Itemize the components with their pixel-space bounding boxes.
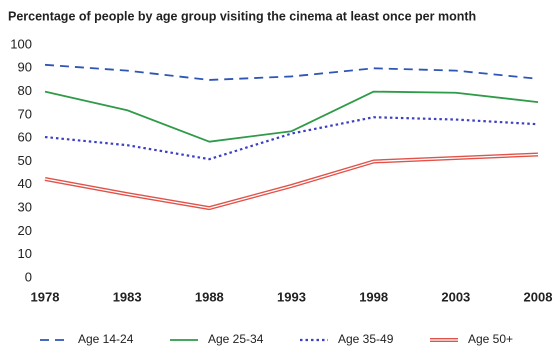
series-line [44, 116, 539, 161]
y-tick-label: 100 [10, 36, 32, 51]
y-tick-label: 60 [18, 130, 32, 145]
legend-label: Age 25-34 [208, 332, 264, 346]
legend-label: Age 50+ [468, 332, 513, 346]
y-tick-label: 10 [18, 246, 32, 261]
x-tick-label: 1978 [31, 289, 60, 304]
x-tick-label: 1988 [195, 289, 224, 304]
y-tick-label: 20 [18, 223, 32, 238]
series-line-inner [44, 153, 539, 209]
x-tick-label: 1998 [359, 289, 388, 304]
y-tick-label: 50 [18, 153, 32, 168]
x-tick-label: 2003 [441, 289, 470, 304]
y-tick-label: 30 [18, 200, 32, 215]
y-tick-label: 70 [18, 106, 32, 121]
series-line [44, 90, 539, 143]
x-tick-label: 1993 [277, 289, 306, 304]
x-tick-label: 2008 [524, 289, 553, 304]
y-tick-label: 80 [18, 83, 32, 98]
y-tick-label: 90 [18, 60, 32, 75]
x-tick-label: 1983 [113, 289, 142, 304]
series-line [44, 152, 539, 211]
chart-title: Percentage of people by age group visiti… [8, 9, 476, 23]
legend-label: Age 35-49 [338, 332, 394, 346]
y-tick-label: 0 [25, 269, 32, 284]
series-line [44, 63, 539, 81]
legend-label: Age 14-24 [78, 332, 134, 346]
y-tick-label: 40 [18, 176, 32, 191]
